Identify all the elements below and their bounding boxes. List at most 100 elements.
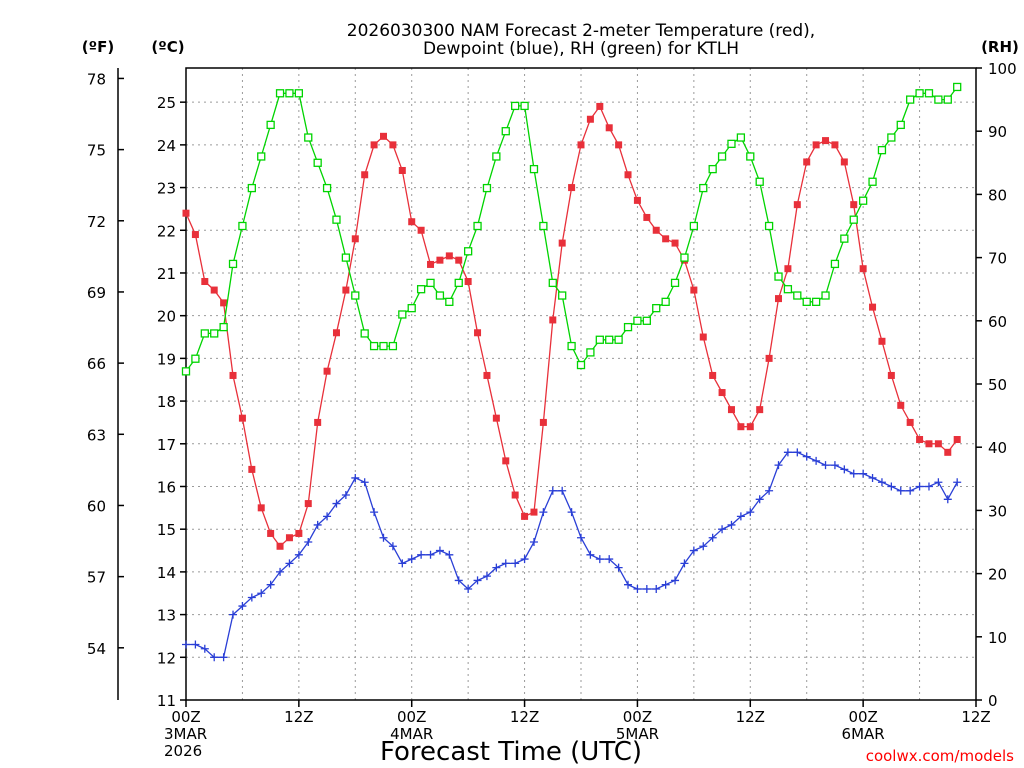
temperature-point — [417, 226, 425, 234]
dewpoint-point — [595, 555, 604, 564]
rh-point — [924, 89, 934, 98]
rh-point — [351, 291, 360, 300]
dewpoint-point — [633, 584, 642, 593]
celsius-tick-label: 11 — [157, 692, 176, 710]
temperature-point — [332, 329, 340, 337]
temperature-point — [652, 226, 660, 234]
rh-point — [689, 221, 699, 231]
x-tick-label: 00Z — [397, 708, 426, 726]
temperature-point — [549, 316, 557, 324]
rh-point — [896, 120, 905, 130]
rh-point — [398, 310, 407, 319]
rh-point — [670, 278, 680, 288]
dewpoint-point — [529, 538, 538, 546]
temperature-point — [398, 166, 406, 174]
temperature-point — [775, 295, 782, 303]
temperature-point — [408, 218, 416, 226]
rh-series — [181, 82, 962, 376]
rh-point — [755, 177, 764, 186]
rh-point — [868, 177, 877, 186]
temperature-point — [445, 252, 453, 260]
temperature-point — [586, 115, 594, 123]
x-tick-label: 6MAR — [842, 725, 885, 743]
dewpoint-point — [887, 482, 896, 491]
dewpoint-point — [558, 486, 567, 495]
temperature-point — [953, 436, 961, 444]
grid-lines — [186, 68, 976, 701]
rh-point — [858, 196, 868, 205]
temperature-point — [718, 389, 726, 397]
temperature-point — [812, 141, 820, 149]
dewpoint-point — [539, 508, 548, 517]
rh-point — [906, 95, 915, 104]
dewpoint-point — [943, 495, 952, 504]
rh-point — [934, 95, 943, 104]
rh-point — [586, 348, 595, 357]
dewpoint-point — [755, 495, 764, 504]
temperature-point — [182, 209, 190, 217]
rh-point — [915, 89, 924, 98]
dewpoint-point — [435, 546, 444, 555]
temperature-point — [436, 256, 444, 264]
rh-point — [322, 183, 332, 193]
rh-point — [285, 89, 294, 98]
temperature-point — [342, 286, 350, 294]
temperature-point — [220, 299, 228, 307]
temperature-point — [530, 508, 538, 516]
rh-point — [313, 158, 322, 167]
dewpoint-point — [567, 508, 576, 517]
dewpoint-point — [398, 559, 407, 568]
dewpoint-point — [511, 559, 520, 568]
temperature-point — [521, 512, 529, 520]
celsius-tick-label: 15 — [157, 521, 176, 539]
dewpoint-point — [896, 486, 905, 495]
temperature-point — [793, 201, 801, 209]
rh-point — [369, 341, 379, 351]
dewpoint-point — [257, 589, 266, 598]
rh-point — [652, 304, 661, 313]
temperature-point — [840, 158, 848, 166]
celsius-tick-label: 18 — [157, 393, 176, 411]
dewpoint-point — [699, 542, 708, 551]
celsius-tick-label: 13 — [157, 607, 176, 625]
dewpoint-point — [304, 538, 313, 546]
temperature-point — [633, 196, 641, 204]
temperature-point — [784, 265, 792, 273]
celsius-tick-label: 21 — [157, 265, 176, 283]
dewpoint-point — [642, 584, 651, 593]
temperature-point — [351, 235, 359, 243]
x-tick-label: 00Z — [848, 708, 877, 726]
rh-point — [661, 297, 670, 306]
rh-tick-label: 40 — [988, 439, 1007, 457]
rh-point — [388, 341, 398, 351]
rh-tick-label: 50 — [988, 376, 1007, 394]
rh-point — [511, 101, 520, 111]
rh-point — [482, 183, 492, 193]
temperature-point — [323, 367, 331, 375]
temperature-point — [577, 141, 585, 149]
rh-point — [379, 341, 388, 351]
temperature-point — [934, 440, 942, 448]
temperature-point — [276, 542, 284, 550]
temperature-point — [257, 504, 265, 512]
dewpoint-point — [727, 520, 736, 529]
dewpoint-point — [332, 499, 341, 508]
rh-tick-label: 90 — [988, 123, 1007, 141]
dewpoint-point — [200, 644, 209, 653]
rh-point — [717, 152, 727, 161]
temperature-point — [869, 303, 877, 311]
temperature-point — [568, 184, 576, 192]
x-tick-label: 00Z — [623, 708, 652, 726]
rh-point — [633, 316, 642, 325]
dewpoint-point — [689, 546, 698, 555]
temperature-point — [596, 102, 604, 110]
fahrenheit-tick-label: 54 — [87, 640, 106, 658]
celsius-tick-label: 24 — [157, 137, 176, 155]
temperature-point — [389, 141, 397, 149]
dewpoint-point — [812, 456, 821, 465]
temperature-series — [182, 102, 961, 550]
rh-point — [567, 341, 576, 351]
rh-point — [275, 89, 285, 98]
dewpoint-point — [906, 486, 915, 495]
